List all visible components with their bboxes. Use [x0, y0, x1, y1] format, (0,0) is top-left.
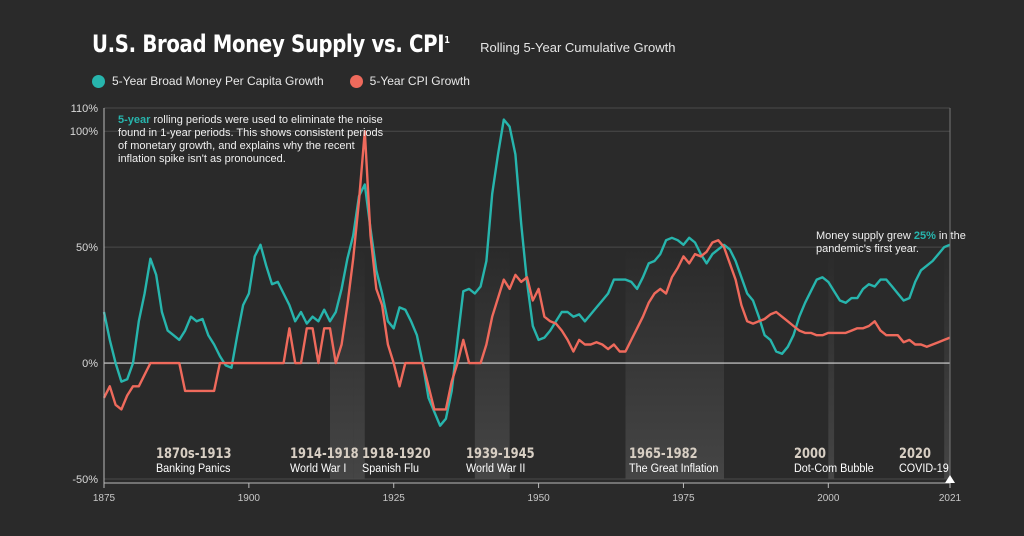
x-tick-label-4: 1975: [672, 493, 695, 504]
era-year-label-5: 2000: [794, 446, 826, 462]
era-year-label-4: 1965-1982: [629, 446, 698, 462]
era-year-label-3: 1939-1945: [466, 446, 535, 462]
y-tick-label-4: -50%: [72, 474, 98, 486]
era-year-label-2: 1918-1920: [362, 446, 431, 462]
era-name-label-1: World War I: [290, 463, 346, 476]
legend-label-money: 5-Year Broad Money Per Capita Growth: [112, 74, 324, 88]
methodology-note: 5-year rolling periods were used to elim…: [118, 114, 384, 165]
era-name-label-5: Dot-Com Bubble: [794, 463, 874, 476]
series-lines: [102, 118, 951, 427]
era-name-label-3: World War II: [466, 463, 525, 476]
y-tick-label-1: 100%: [70, 126, 98, 138]
era-year-label-0: 1870s-1913: [156, 446, 231, 462]
legend-item-cpi: 5-Year CPI Growth: [349, 74, 470, 88]
x-tick-label-3: 1950: [527, 493, 550, 504]
chart-title: U.S. Broad Money Supply vs. CPI1: [92, 30, 450, 58]
x-tick-label-6: 2021: [939, 493, 962, 504]
era-name-label-4: The Great Inflation: [629, 463, 718, 476]
era-name-label-6: COVID-19: [899, 463, 949, 476]
era-year-label-6: 2020: [899, 446, 931, 462]
legend-swatch-money: [92, 74, 105, 88]
y-tick-label-2: 50%: [76, 242, 98, 254]
chart-subtitle: Rolling 5-Year Cumulative Growth: [480, 40, 676, 55]
legend-item-money: 5-Year Broad Money Per Capita Growth: [92, 74, 324, 88]
y-tick-label-0: 110%: [71, 103, 99, 115]
legend-swatch-cpi: [349, 74, 363, 88]
axes: 110% 100% 50% 0% -50% 1875 1900 1925 1950 1975 200…: [70, 103, 962, 504]
x-tick-label-0: 1875: [93, 493, 116, 504]
era-name-label-0: Banking Panics: [156, 463, 231, 476]
era-year-label-1: 1914-1918: [290, 446, 359, 462]
end-marker: [945, 475, 955, 483]
chart-legend: 5-Year Broad Money Per Capita Growth 5-Y…: [92, 74, 470, 88]
x-tick-label-2: 1925: [383, 493, 406, 504]
y-tick-label-3: 0%: [82, 358, 98, 370]
chart-header: U.S. Broad Money Supply vs. CPI1 Rolling…: [92, 30, 675, 58]
pandemic-callout: Money supply grew 25% in the pandemic's …: [816, 230, 966, 255]
x-tick-label-5: 2000: [817, 493, 840, 504]
x-tick-label-1: 1900: [238, 493, 261, 504]
era-name-label-2: Spanish Flu: [362, 463, 419, 476]
series-line-cpi: [102, 130, 951, 411]
legend-label-cpi: 5-Year CPI Growth: [369, 74, 470, 88]
